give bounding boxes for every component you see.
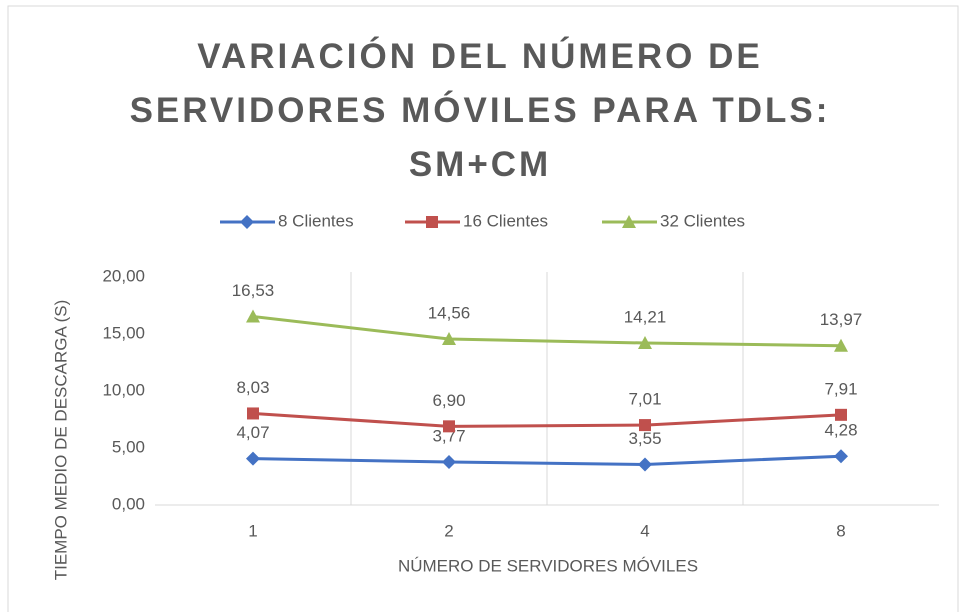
legend-marker: [426, 216, 438, 228]
point: [638, 336, 652, 350]
data-label: 4,28: [824, 421, 857, 440]
point: [443, 420, 455, 433]
legend-label: 8 Clientes: [278, 211, 354, 230]
y-tick-label: 5,00: [112, 437, 145, 456]
data-label: 13,97: [820, 310, 863, 329]
x-tick-label: 2: [444, 521, 453, 540]
point: [442, 332, 456, 346]
legend-marker: [240, 215, 254, 229]
y-tick-label: 20,00: [102, 266, 145, 285]
data-label: 6,90: [432, 391, 465, 410]
point: [638, 457, 652, 472]
chart-title: VARIACIÓN DEL NÚMERO DE SERVIDORES MÓVIL…: [129, 37, 831, 184]
data-label: 8,03: [236, 378, 269, 397]
y-tick-label: 15,00: [102, 323, 145, 342]
data-label: 4,07: [236, 423, 269, 442]
legend-label: 32 Clientes: [660, 211, 745, 230]
y-axis-label: TIEMPO MEDIO DE DESCARGA (S): [51, 300, 70, 581]
series-line: [252, 411, 842, 428]
data-label: 7,01: [628, 390, 661, 409]
data-label: 3,55: [628, 429, 661, 448]
point: [246, 309, 260, 323]
point: [834, 449, 848, 464]
series-line: [252, 315, 842, 348]
data-label: 14,56: [428, 304, 471, 323]
point: [442, 455, 456, 470]
data-label: 16,53: [232, 281, 275, 300]
point: [835, 408, 847, 421]
data-label: 14,21: [624, 307, 667, 326]
y-tick-label: 0,00: [112, 494, 145, 513]
chart-border: [7, 5, 959, 612]
y-tick-label: 10,00: [102, 380, 145, 399]
x-tick-label: 1: [248, 521, 257, 540]
point: [247, 407, 259, 420]
point: [834, 338, 848, 352]
point: [639, 419, 651, 432]
legend-marker: [622, 215, 636, 228]
data-label: 7,91: [824, 379, 857, 398]
series-line: [252, 454, 842, 467]
legend-label: 16 Clientes: [463, 211, 548, 230]
data-label: 3,77: [432, 427, 465, 446]
x-tick-label: 8: [836, 521, 845, 540]
x-tick-label: 4: [640, 521, 649, 540]
x-axis-label: NÚMERO DE SERVIDORES MÓVILES: [398, 556, 698, 575]
point: [246, 451, 260, 466]
